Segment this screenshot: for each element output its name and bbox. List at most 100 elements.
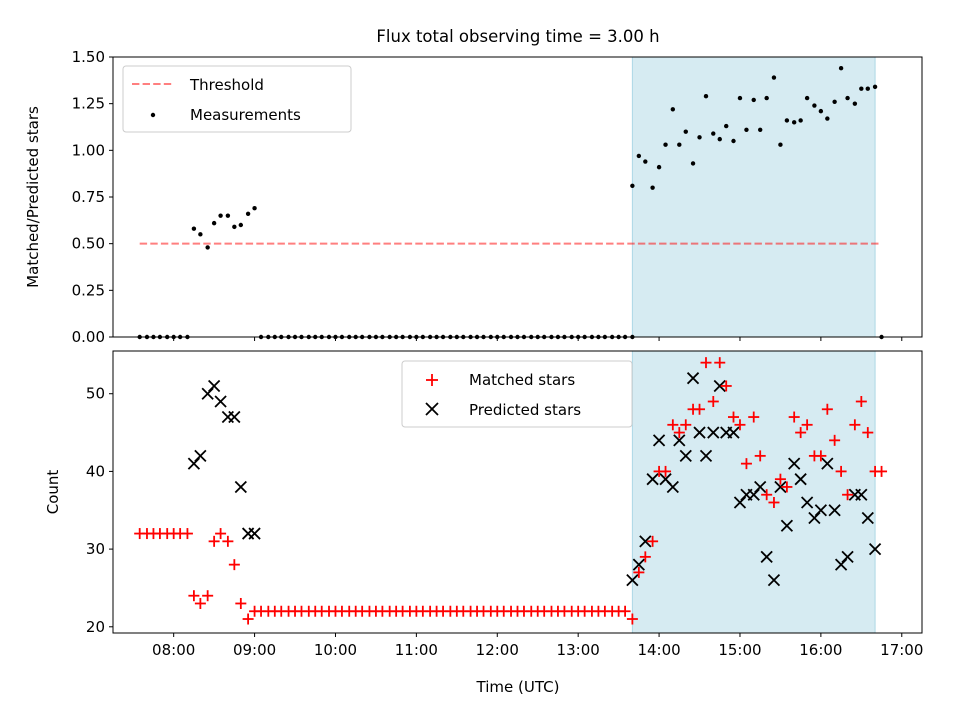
matched-point (639, 551, 651, 563)
chart-title: Flux total observing time = 3.00 h (376, 27, 659, 46)
predicted-point (207, 379, 221, 393)
x-tick-label: 14:00 (637, 641, 680, 659)
matched-point (680, 419, 692, 431)
matched-point (228, 559, 240, 571)
x-tick-label: 08:00 (152, 641, 195, 659)
measurement-point (771, 75, 777, 80)
predicted-point (713, 379, 726, 393)
predicted-point (774, 480, 787, 494)
legend-measurements-label: Measurements (190, 106, 301, 124)
matched-point (188, 590, 200, 602)
matched-point (215, 528, 227, 540)
y-tick-label: 30 (86, 540, 105, 558)
predicted-point (788, 457, 801, 470)
measurement-point (636, 153, 642, 159)
predicted-point (767, 574, 781, 587)
top-legend: Threshold Measurements (122, 65, 352, 133)
measurement-point (238, 222, 244, 228)
legend-matched-label: Matched stars (469, 371, 575, 389)
predicted-point (187, 457, 201, 470)
predicted-point (194, 449, 207, 463)
predicted-point (747, 488, 760, 501)
predicted-point (814, 504, 828, 517)
matched-point (626, 613, 638, 625)
y-tick-label: 0.75 (72, 188, 105, 206)
matched-point (781, 481, 793, 493)
matched-point (667, 419, 679, 431)
matched-point (619, 605, 631, 617)
x-tick-label: 17:00 (880, 641, 923, 659)
measurement-point (677, 142, 682, 147)
matched-point (734, 419, 746, 431)
matched-point (673, 427, 685, 439)
measurement-point (838, 66, 844, 71)
matched-point (754, 450, 766, 462)
matched-point (876, 465, 888, 477)
top-x-ticks (173, 337, 903, 341)
matched-point (720, 380, 732, 392)
predicted-point (828, 504, 841, 517)
matched-point (235, 597, 247, 609)
top-y-ticks: 0.00 0.25 0.50 0.75 1.00 1.25 1.50 (72, 48, 113, 346)
measurement-point (211, 220, 217, 226)
matched-point (194, 597, 206, 609)
measurement-point (690, 161, 696, 166)
measurement-point (865, 86, 870, 91)
measurement-point (650, 185, 655, 190)
predicted-point (626, 574, 639, 587)
matched-point (647, 535, 659, 547)
matched-point (761, 489, 773, 501)
measurement-point (804, 95, 810, 101)
predicted-point (686, 372, 700, 385)
predicted-point (707, 426, 720, 439)
bottom-axes-frame (112, 350, 923, 634)
predicted-point (228, 410, 241, 424)
measurement-point (758, 127, 763, 132)
matched-point (842, 489, 854, 501)
measurement-point (852, 101, 858, 106)
matched-point (801, 419, 813, 431)
predicted-points (187, 372, 882, 587)
matched-point (202, 590, 214, 602)
measurement-point (798, 118, 803, 123)
matched-point (694, 403, 706, 415)
legend-matched-swatch (426, 374, 438, 386)
measurement-point (245, 211, 251, 216)
measurement-point (252, 206, 257, 211)
measurement-point (205, 245, 210, 250)
measurement-point (643, 159, 648, 164)
y-tick-label: 40 (86, 462, 105, 480)
predicted-point (234, 480, 247, 494)
y-tick-label: 1.25 (72, 95, 105, 113)
predicted-point (800, 496, 814, 509)
y-tick-label: 0.00 (72, 328, 105, 346)
matched-point (181, 528, 193, 540)
measurement-point (670, 107, 676, 112)
matched-point (740, 458, 752, 470)
matched-points (134, 357, 888, 625)
predicted-point (666, 480, 679, 494)
legend-threshold-label: Threshold (189, 76, 264, 94)
predicted-point (693, 426, 706, 439)
predicted-point (673, 434, 686, 447)
predicted-point (821, 457, 834, 470)
bottom-y-ticks: 20 30 40 50 (86, 385, 113, 636)
measurement-point (191, 226, 197, 231)
measurement-point (711, 131, 716, 136)
x-tick-label: 11:00 (395, 641, 438, 659)
predicted-point (639, 535, 652, 548)
predicted-point (214, 395, 227, 408)
measurement-point (832, 99, 837, 105)
measurement-point (737, 95, 743, 101)
measurement-point (778, 142, 783, 147)
measurement-point (724, 123, 729, 129)
measurement-point (630, 183, 635, 188)
measurement-point (225, 213, 231, 218)
matched-point (835, 465, 847, 477)
measurement-point (859, 86, 864, 91)
x-axis-label: Time (UTC) (476, 678, 560, 696)
predicted-point (248, 527, 261, 540)
y-tick-label: 0.25 (72, 281, 105, 299)
y-tick-label: 1.50 (72, 48, 105, 66)
